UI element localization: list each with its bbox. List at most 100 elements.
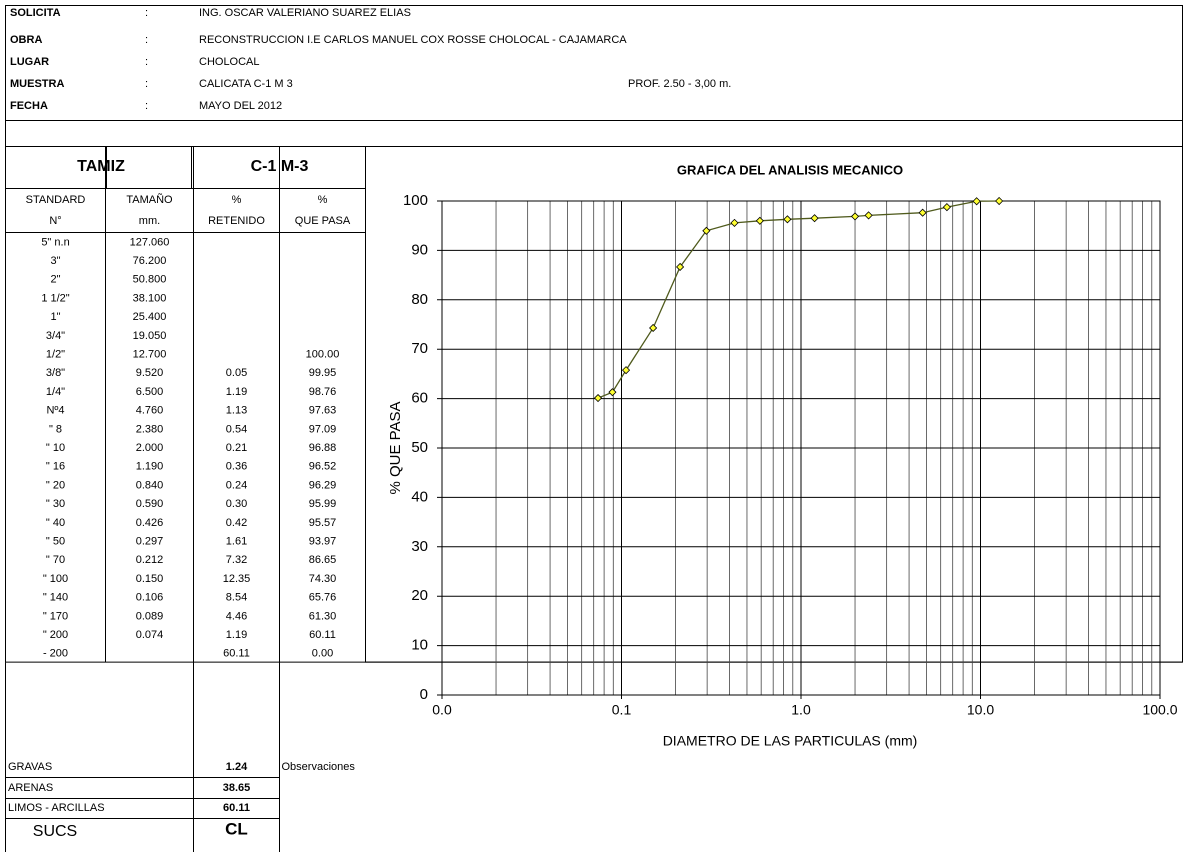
y-tick-label: 90 (411, 241, 428, 258)
y-tick-label: 40 (411, 488, 428, 505)
chart-title: GRAFICA DEL ANALISIS MECANICO (677, 162, 903, 177)
field-extra: PROF. 2.50 - 3,00 m. (628, 78, 731, 90)
cell: 0.089 (136, 610, 164, 622)
cell: 97.09 (309, 423, 337, 435)
cell: 3/8" (46, 367, 65, 379)
y-tick-label: 60 (411, 390, 428, 407)
cell: 4.760 (136, 405, 164, 417)
cell: 0.150 (136, 573, 164, 585)
curve (597, 200, 1000, 399)
cell: 2.000 (136, 442, 164, 454)
cell: 96.29 (309, 479, 337, 491)
y-tick-label: 70 (411, 340, 428, 357)
cell: 1" (50, 311, 60, 323)
cell: 25.400 (133, 311, 167, 323)
cell: 8.54 (226, 592, 247, 604)
marker (621, 366, 631, 375)
x-tick-label: 0.1 (612, 702, 632, 718)
cell: 9.520 (136, 367, 164, 379)
marker (783, 215, 792, 224)
field-label: SOLICITA (10, 7, 61, 19)
group-header: TAMIZ (77, 158, 125, 175)
plot-frame (441, 200, 1161, 696)
summary-label: LIMOS - ARCILLAS (8, 802, 105, 814)
y-tick-label: 20 (411, 587, 428, 604)
cell: 1.190 (136, 461, 164, 473)
cell: 96.88 (309, 442, 337, 454)
column-header: STANDARD (26, 194, 86, 206)
column-header: % (318, 194, 328, 206)
cell: " 10 (46, 442, 65, 454)
y-axis-label: % QUE PASA (387, 401, 404, 494)
column-header: mm. (139, 215, 160, 227)
field-label: MUESTRA (10, 78, 64, 90)
cell: 98.76 (309, 386, 337, 398)
cell: Nº4 (46, 405, 64, 417)
cell: 0.074 (136, 629, 164, 641)
y-tick-label: 80 (411, 291, 428, 308)
cell: 100.00 (306, 348, 340, 360)
field-label: OBRA (10, 34, 42, 46)
header-box (5, 5, 1183, 121)
cell: " 8 (49, 423, 62, 435)
field-value: MAYO DEL 2012 (199, 100, 282, 112)
x-tick-label: 1.0 (791, 702, 811, 718)
marker (730, 218, 739, 227)
cell: 0.36 (226, 461, 247, 473)
marker (864, 211, 873, 220)
cell: " 100 (43, 573, 68, 585)
field-value: RECONSTRUCCION I.E CARLOS MANUEL COX ROS… (199, 34, 627, 46)
cell: 0.297 (136, 535, 164, 547)
field-value: CHOLOCAL (199, 56, 260, 68)
cell: 95.57 (309, 517, 337, 529)
cell: 1.61 (226, 535, 247, 547)
observations: Observaciones (282, 761, 356, 773)
cell: 60.11 (223, 648, 250, 660)
separator: : (145, 100, 148, 112)
marker (942, 203, 951, 212)
cell: " 70 (46, 554, 65, 566)
marker (702, 226, 711, 235)
field-value: CALICATA C-1 M 3 (199, 78, 293, 90)
cell: 1.19 (226, 386, 247, 398)
cell: 5" n.n (41, 236, 69, 248)
marker (593, 393, 603, 403)
cell: " 50 (46, 535, 65, 547)
separator: : (145, 7, 148, 19)
cell: 76.200 (133, 255, 167, 267)
cell: " 140 (43, 592, 68, 604)
cell: 50.800 (133, 274, 167, 286)
x-axis-label: DIAMETRO DE LAS PARTICULAS (mm) (663, 733, 918, 749)
cell: 1.19 (226, 629, 247, 641)
separator: : (145, 34, 148, 46)
separator: : (145, 78, 148, 90)
cell: 2.380 (136, 423, 164, 435)
marker (995, 196, 1004, 206)
summary-value: 38.65 (223, 782, 251, 794)
cell: 127.060 (130, 236, 170, 248)
cell: 93.97 (309, 535, 337, 547)
y-tick-label: 100 (403, 192, 428, 209)
cell: 86.65 (309, 554, 337, 566)
summary-label: ARENAS (8, 782, 53, 794)
cell: 96.52 (309, 461, 337, 473)
cell: 0.42 (226, 517, 247, 529)
cell: 0.426 (136, 517, 164, 529)
cell: 12.35 (223, 573, 251, 585)
x-tick-label: 100.0 (1142, 702, 1177, 718)
marker (810, 214, 819, 223)
cell: 0.30 (226, 498, 247, 510)
column-header: RETENIDO (208, 215, 265, 227)
cell: 0.00 (312, 648, 333, 660)
field-label: LUGAR (10, 56, 49, 68)
cell: 0.590 (136, 498, 164, 510)
cell: 95.99 (309, 498, 337, 510)
cell: - 200 (43, 648, 68, 660)
column-header: QUE PASA (295, 215, 351, 227)
cell: 60.11 (309, 629, 336, 641)
cell: 0.54 (226, 423, 247, 435)
cell: 7.32 (226, 554, 247, 566)
chart-box (365, 146, 1183, 663)
summary-label: GRAVAS (8, 761, 52, 773)
